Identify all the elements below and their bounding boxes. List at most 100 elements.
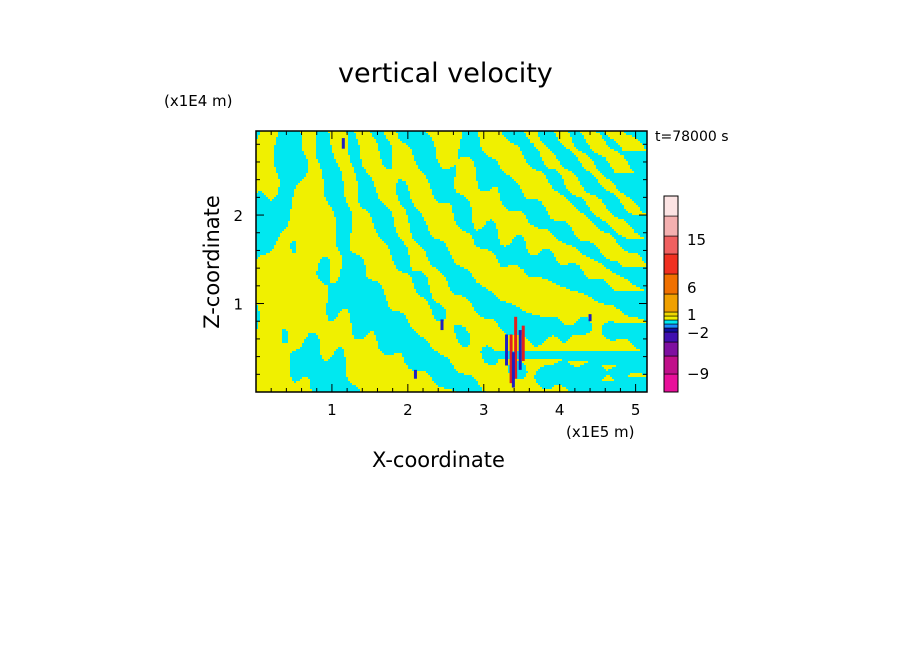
positive-region	[444, 241, 474, 243]
positive-region	[278, 237, 336, 239]
positive-region	[408, 187, 430, 189]
positive-region	[580, 239, 616, 241]
positive-region	[428, 281, 448, 283]
positive-region	[396, 227, 410, 229]
positive-region	[294, 191, 324, 193]
positive-region	[350, 247, 388, 249]
positive-region	[392, 215, 408, 217]
positive-region	[302, 137, 316, 139]
colorbar-label: 1	[687, 306, 697, 324]
x-tick-label: 1	[327, 401, 337, 419]
positive-region	[408, 321, 496, 323]
positive-region	[330, 133, 348, 135]
positive-region	[356, 385, 438, 387]
positive-region	[350, 237, 380, 239]
positive-region	[470, 271, 524, 273]
positive-region	[296, 381, 310, 383]
positive-region	[446, 309, 474, 311]
positive-region	[276, 243, 290, 245]
positive-region	[256, 375, 290, 377]
positive-region	[366, 275, 410, 277]
positive-region	[480, 139, 508, 141]
positive-region	[256, 273, 316, 275]
positive-region	[360, 149, 378, 151]
positive-region	[346, 197, 358, 199]
positive-region	[282, 231, 336, 233]
positive-region	[256, 291, 328, 293]
positive-region	[446, 311, 476, 313]
positive-region	[488, 155, 524, 157]
positive-region	[470, 343, 532, 345]
positive-region	[392, 167, 418, 169]
positive-region	[300, 379, 310, 381]
positive-region	[320, 351, 334, 353]
positive-region	[520, 307, 616, 309]
positive-region	[440, 303, 472, 305]
positive-region	[602, 155, 624, 157]
positive-region	[524, 239, 558, 241]
positive-region	[256, 287, 328, 289]
positive-region	[344, 195, 358, 197]
positive-region	[594, 243, 618, 245]
positive-region	[592, 211, 610, 213]
positive-region	[440, 165, 454, 167]
positive-region	[590, 145, 608, 147]
positive-region	[492, 219, 528, 221]
positive-region	[472, 273, 526, 275]
positive-region	[464, 373, 510, 375]
positive-region	[288, 221, 336, 223]
positive-region	[284, 229, 336, 231]
positive-region	[496, 223, 530, 225]
positive-region	[330, 275, 340, 277]
positive-region	[330, 259, 342, 261]
positive-region	[544, 161, 560, 163]
positive-region	[556, 259, 594, 261]
positive-region	[532, 313, 624, 315]
positive-region	[302, 377, 308, 379]
positive-region	[330, 139, 348, 141]
positive-region	[574, 233, 610, 235]
positive-region	[256, 277, 318, 279]
positive-region	[362, 159, 382, 161]
positive-region	[256, 181, 280, 183]
positive-region	[494, 221, 528, 223]
positive-region	[350, 241, 384, 243]
extreme-draft-mark	[341, 138, 345, 149]
positive-region	[498, 163, 528, 165]
positive-region	[360, 151, 380, 153]
positive-region	[498, 229, 548, 231]
positive-region	[568, 339, 610, 341]
positive-region	[308, 165, 320, 167]
positive-region	[256, 187, 278, 189]
positive-region	[558, 317, 580, 319]
positive-region	[574, 153, 586, 155]
positive-region	[352, 229, 376, 231]
positive-region	[402, 239, 414, 241]
positive-region	[526, 135, 538, 137]
positive-region	[346, 357, 404, 359]
positive-region	[562, 175, 576, 177]
positive-region	[482, 387, 542, 389]
positive-region	[288, 223, 336, 225]
positive-region	[288, 225, 336, 227]
positive-region	[470, 339, 528, 341]
positive-region	[346, 201, 358, 203]
positive-region	[296, 245, 336, 247]
positive-region	[408, 185, 430, 187]
positive-region	[470, 205, 504, 207]
positive-region	[410, 197, 434, 199]
positive-region	[338, 163, 352, 165]
positive-region	[546, 165, 562, 167]
colorbar-band	[663, 355, 679, 375]
positive-region	[606, 281, 630, 283]
positive-region	[594, 175, 604, 177]
positive-region	[320, 347, 338, 349]
positive-region	[306, 173, 322, 175]
positive-region	[256, 283, 324, 285]
positive-region	[256, 383, 310, 385]
positive-region	[320, 341, 378, 343]
positive-region	[472, 211, 522, 213]
positive-region	[604, 367, 612, 369]
positive-region	[290, 213, 334, 215]
positive-region	[258, 307, 326, 309]
